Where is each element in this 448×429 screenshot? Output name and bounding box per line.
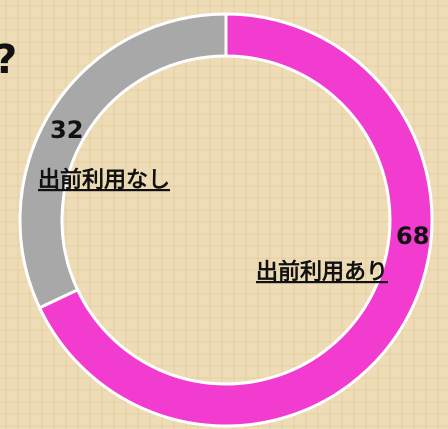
donut-segment: [18, 12, 228, 310]
donut-segment: [37, 12, 434, 428]
donut: [18, 12, 434, 428]
annotation: ?: [0, 37, 17, 83]
value-label: 32: [50, 116, 83, 144]
category-label: 出前利用あり: [256, 259, 388, 285]
value-label: 68: [396, 222, 429, 250]
category-label: 出前利用なし: [38, 167, 170, 193]
